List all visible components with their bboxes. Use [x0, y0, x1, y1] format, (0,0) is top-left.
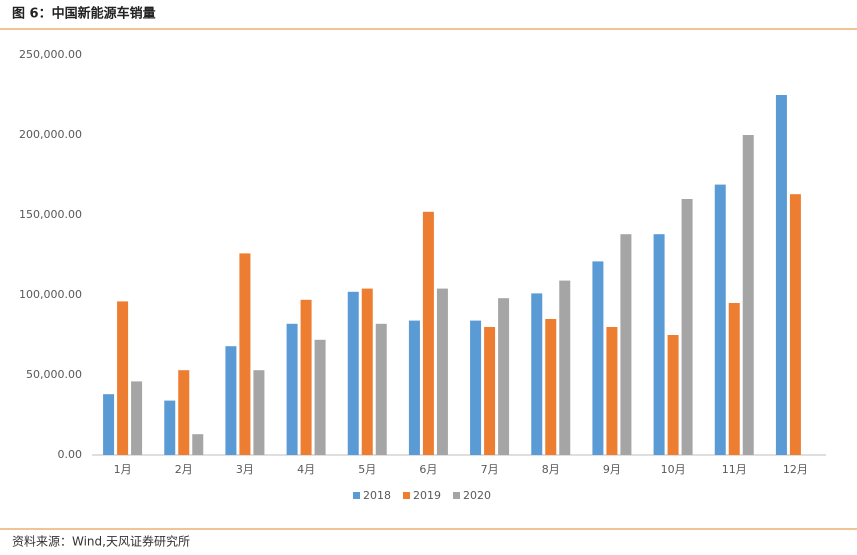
bar [559, 280, 571, 455]
x-tick-label: 2月 [175, 463, 193, 476]
y-tick-label: 250,000.00 [19, 48, 82, 61]
bar [375, 323, 387, 455]
x-tick-label: 9月 [603, 463, 621, 476]
bar [314, 339, 326, 455]
bar [470, 320, 482, 455]
bar [192, 434, 204, 455]
y-tick-label: 150,000.00 [19, 208, 82, 221]
y-tick-label: 0.00 [58, 448, 83, 461]
y-tick-label: 100,000.00 [19, 288, 82, 301]
bar [789, 194, 801, 455]
y-tick-label: 200,000.00 [19, 128, 82, 141]
bar [681, 199, 693, 455]
y-tick-label: 50,000.00 [26, 368, 82, 381]
bar [131, 381, 143, 455]
legend-swatch [353, 492, 360, 499]
bar [620, 234, 632, 455]
bar [103, 394, 115, 455]
bar [592, 261, 604, 455]
legend-label: 2018 [363, 489, 391, 502]
x-tick-label: 11月 [722, 463, 747, 476]
bar [653, 234, 665, 455]
bar [422, 211, 434, 455]
legend-label: 2019 [413, 489, 441, 502]
bar [775, 95, 787, 455]
x-tick-label: 1月 [114, 463, 132, 476]
bar [239, 253, 251, 455]
bar [300, 299, 312, 455]
x-tick-label: 3月 [236, 463, 254, 476]
bar [728, 303, 740, 455]
bar [178, 370, 190, 455]
bar [742, 135, 754, 455]
legend-label: 2020 [463, 489, 491, 502]
bar [347, 291, 359, 455]
bar [531, 293, 543, 455]
bar [117, 301, 129, 455]
bar [714, 184, 726, 455]
bar [286, 323, 298, 455]
x-tick-label: 8月 [542, 463, 560, 476]
x-tick-label: 6月 [419, 463, 437, 476]
legend-swatch [453, 492, 460, 499]
bar [225, 346, 237, 455]
x-tick-label: 10月 [661, 463, 686, 476]
bar [436, 288, 448, 455]
x-tick-label: 7月 [481, 463, 499, 476]
x-tick-label: 5月 [358, 463, 376, 476]
source-note: 资料来源：Wind,天风证券研究所 [12, 534, 190, 549]
bar [164, 400, 176, 455]
chart-title: 图 6：中国新能源车销量 [12, 6, 156, 22]
bar [361, 288, 373, 455]
bar [484, 327, 496, 455]
bar [408, 320, 420, 455]
bar [498, 298, 510, 455]
legend-swatch [403, 492, 410, 499]
bar [253, 370, 265, 455]
bar [667, 335, 679, 455]
bar [606, 327, 618, 455]
bar [545, 319, 557, 455]
x-tick-label: 12月 [783, 463, 808, 476]
x-tick-label: 4月 [297, 463, 315, 476]
